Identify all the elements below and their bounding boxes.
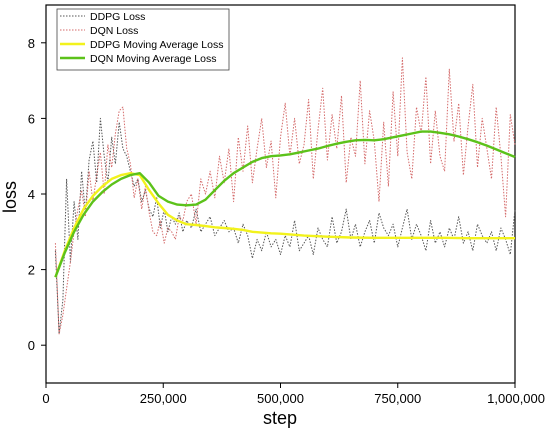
x-tick-label: 750,000 — [374, 391, 421, 406]
legend: DDPG Loss DQN Loss DDPG Moving Average Los… — [56, 8, 230, 71]
y-axis-label: loss — [0, 181, 20, 213]
series-line-ddpg-moving-average-loss — [54, 171, 515, 278]
series-line-dqn-loss — [54, 57, 516, 335]
legend-label: DDPG Moving Average Loss — [90, 39, 223, 51]
x-tick-label: 250,000 — [140, 391, 187, 406]
series-line-dqn-moving-average-loss — [54, 130, 516, 278]
x-tick-label: 500,000 — [257, 391, 304, 406]
series-line-ddpg-loss — [54, 117, 516, 335]
x-tick-label: 0 — [42, 391, 49, 406]
x-tick-label: 1,000,000 — [487, 391, 545, 406]
y-tick-label: 8 — [28, 36, 35, 51]
y-tick-label: 0 — [28, 338, 35, 353]
series-group — [54, 57, 516, 335]
legend-box — [56, 8, 230, 71]
x-axis-label: step — [263, 408, 297, 428]
y-tick-label: 2 — [28, 263, 35, 278]
y-tick-label: 6 — [28, 111, 35, 126]
legend-label: DQN Loss — [90, 25, 138, 37]
legend-label: DDPG Loss — [90, 11, 145, 23]
y-tick-label: 4 — [28, 187, 35, 202]
legend-label: DQN Moving Average Loss — [90, 53, 216, 65]
ticks-group: 0 250,000 500,000 750,000 1,000,000 0 2 4 6 8 — [28, 36, 545, 406]
